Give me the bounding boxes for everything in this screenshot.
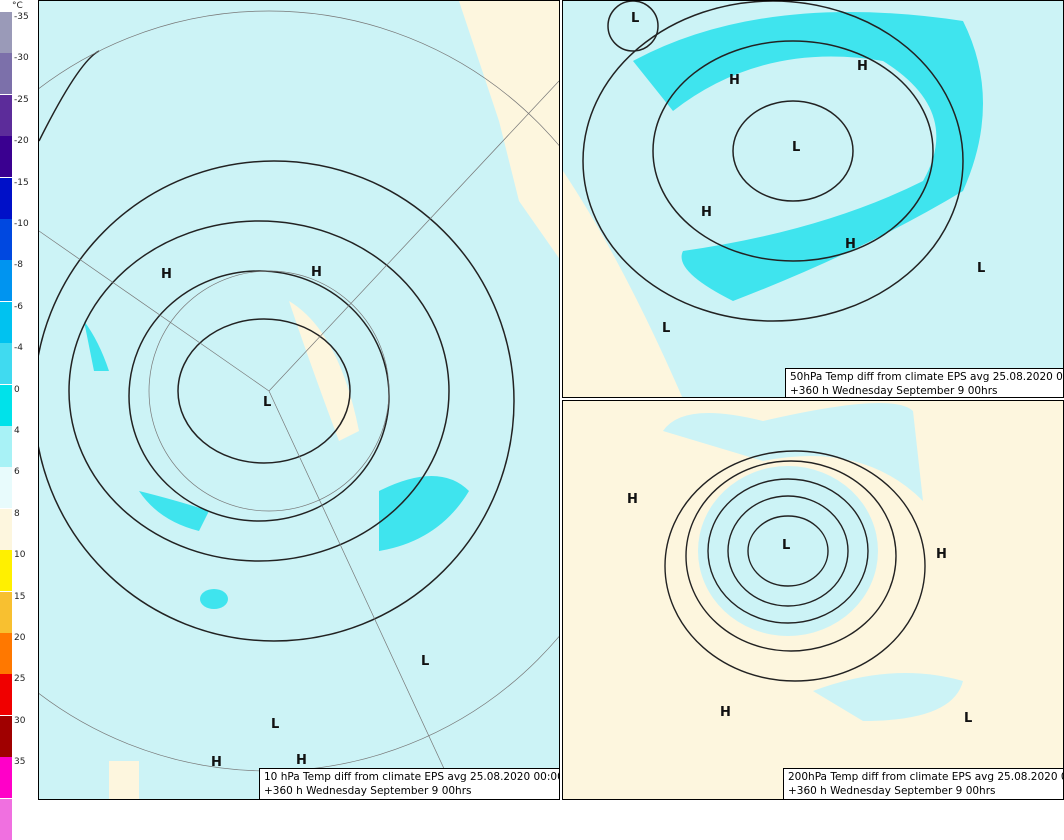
colorbar-label: -30 [14,53,29,64]
colorbar-segment [0,343,12,385]
colorbar-label: -6 [14,301,23,312]
colorbar-segment [0,591,12,633]
map [563,1,1063,397]
colorbar-segment [0,757,12,799]
colorbar-label: -8 [14,260,23,271]
pressure-label: H [211,755,222,770]
pressure-label: L [631,11,640,26]
caption-line: 50hPa Temp diff from climate EPS avg 25.… [790,371,1064,383]
colorbar-label: -35 [14,12,29,22]
pressure-label: H [627,492,638,507]
pressure-label: L [271,717,280,732]
map-panel: L H H L H H L L 50hPa Temp diff from climate EPS… [562,0,1064,398]
pressure-label: H [729,73,740,88]
caption: 50hPa Temp diff from climate EPS avg 25.… [785,368,1064,397]
pressure-label: L [782,538,791,553]
colorbar-segment [0,177,12,219]
pressure-label: L [421,654,430,669]
colorbar-segment [0,633,12,674]
colorbar-segment [0,467,12,509]
colorbar-segment [0,301,12,343]
colorbar-segment [0,426,12,467]
caption: 200hPa Temp diff from climate EPS avg 25… [783,768,1064,799]
pressure-label: L [977,261,986,276]
pressure-label: L [792,140,801,155]
colorbar-segment [0,508,12,550]
map [563,401,1063,799]
colorbar-label: -25 [14,94,29,105]
colorbar-segment [0,715,12,757]
colorbar-segment [0,219,12,260]
caption: 10 hPa Temp diff from climate EPS avg 25… [259,768,560,799]
colorbar-label: 20 [14,633,26,643]
colorbar-label: 35 [14,757,26,768]
pressure-label: H [701,205,712,220]
colorbar-segment [0,94,12,136]
pressure-label: H [161,267,172,282]
map-panel: H L H H L 200hPa Temp diff from climate EPS a… [562,400,1064,800]
colorbar-label: -20 [14,136,29,147]
caption-line: 10 hPa Temp diff from climate EPS avg 25… [264,771,560,783]
colorbar-segment [0,53,12,95]
colorbar-label: 15 [14,591,26,602]
caption-line: +360 h Wednesday September 9 00hrs [788,785,996,797]
pressure-label: H [296,753,307,768]
caption-line: +360 h Wednesday September 9 00hrs [264,785,472,797]
colorbar-segment [0,260,12,302]
colorbar-segment [0,136,12,178]
colorbar-label: 25 [14,674,26,685]
pressure-label: H [720,705,731,720]
colorbar-segment [0,550,12,592]
map [39,1,559,799]
pressure-label: L [964,711,973,726]
colorbar-label: 4 [14,426,20,436]
colorbar-segment [0,674,12,716]
colorbar-label: 8 [14,508,20,519]
colorbar-label: 0 [14,384,20,395]
pressure-label: H [845,237,856,252]
colorbar-label: 10 [14,550,26,561]
colorbar-segment [0,384,12,426]
colorbar-label: -10 [14,219,29,229]
caption-line: 200hPa Temp diff from climate EPS avg 25… [788,771,1064,783]
pressure-label: H [936,547,947,562]
pressure-label: L [662,321,671,336]
colorbar-segment [0,798,12,840]
colorbar-label: -15 [14,177,29,188]
map-panel: H H L L L H H 10 hPa Temp diff from climate EPS… [38,0,560,800]
colorbar-segment [0,12,12,53]
pressure-label: H [311,265,322,280]
caption-line: +360 h Wednesday September 9 00hrs [790,385,998,397]
pressure-label: L [263,395,272,410]
colorbar-label: 6 [14,467,20,478]
colorbar-unit: °C [12,1,23,11]
colorbar-label: -4 [14,343,23,354]
colorbar: °C -35 -30 -25 -20 -15 -10 -8 -6 -4 0 4 6 8 10 15 20 25 3… [0,0,39,840]
colorbar-label: 30 [14,715,26,726]
pressure-label: H [857,59,868,74]
